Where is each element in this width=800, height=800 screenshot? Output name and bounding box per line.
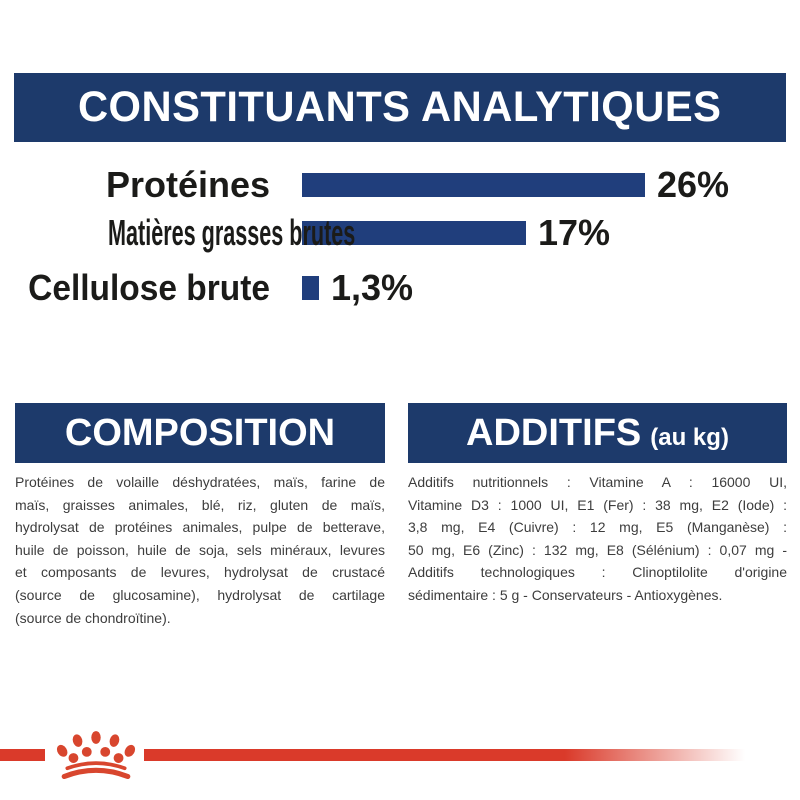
additives-line: 50 mg, E6 (Zinc) : 132 mg, E8 (Sélénium)… — [408, 541, 787, 558]
additives-line: Vitamine D3 : 1000 UI, E1 (Fer) : 38 mg,… — [408, 496, 787, 513]
chart-bar-proteins — [302, 173, 645, 197]
composition-body: Protéines de volaille déshydratées, maïs… — [15, 471, 385, 629]
composition-line: (source de glucosamine), hydrolysat de c… — [15, 586, 385, 603]
chart-value-crude-fibre: 1,3% — [331, 267, 414, 308]
additives-unit-label: (au kg) — [650, 424, 729, 451]
page-title: CONSTITUANTS ANALYTIQUES — [78, 83, 722, 131]
composition-line: (source de chondroïtine). — [15, 609, 171, 626]
chart-row-crude-fibre: Cellulose brute 1,3% — [0, 263, 800, 313]
additives-line: Additifs technologiques : Clinoptilolite… — [408, 564, 787, 581]
chart-label-proteins: Protéines — [105, 164, 270, 205]
additives-line: sédimentaire : 5 g - Conservateurs - Ant… — [408, 586, 723, 603]
composition-line: maïs, graisses animales, blé, riz, glute… — [15, 496, 385, 513]
footer-line-right — [144, 749, 745, 761]
royal-canin-crown-icon — [56, 731, 136, 780]
chart-label-crude-fat: Matières grasses brutes — [108, 212, 356, 253]
composition-line: huile de poisson, huile de soja, sels mi… — [15, 541, 385, 558]
chart-bar-crude-fibre — [302, 276, 319, 300]
additives-body: Additifs nutritionnels : Vitamine A : 16… — [408, 471, 787, 607]
composition-header: COMPOSITION — [15, 403, 385, 463]
additives-title: ADDITIFS — [466, 412, 642, 454]
chart-value-crude-fat: 17% — [538, 212, 611, 253]
analytical-constituents-chart: Protéines 26% Matières grasses brutes 17… — [0, 161, 800, 313]
additives-line: 3,8 mg, E4 (Cuivre) : 12 mg, E5 (Manganè… — [408, 519, 787, 536]
composition-title: COMPOSITION — [64, 412, 336, 454]
additives-line: Additifs nutritionnels : Vitamine A : 16… — [408, 474, 787, 490]
chart-bar-crude-fat — [302, 221, 526, 245]
chart-row-crude-fat: Matières grasses brutes 17% — [0, 209, 800, 257]
footer-line-left — [0, 749, 45, 761]
composition-line: Protéines de volaille déshydratées, maïs… — [15, 474, 385, 490]
analytical-constituents-header: CONSTITUANTS ANALYTIQUES — [14, 73, 786, 142]
chart-row-proteins: Protéines 26% — [0, 161, 800, 209]
composition-line: et composants de levures, hydrolysat de … — [15, 564, 385, 581]
chart-value-proteins: 26% — [657, 164, 730, 205]
additives-header: ADDITIFS (au kg) — [408, 403, 787, 463]
composition-line: hydrolysat de protéines animales, pulpe … — [15, 519, 385, 536]
chart-label-crude-fibre: Cellulose brute — [28, 267, 270, 308]
